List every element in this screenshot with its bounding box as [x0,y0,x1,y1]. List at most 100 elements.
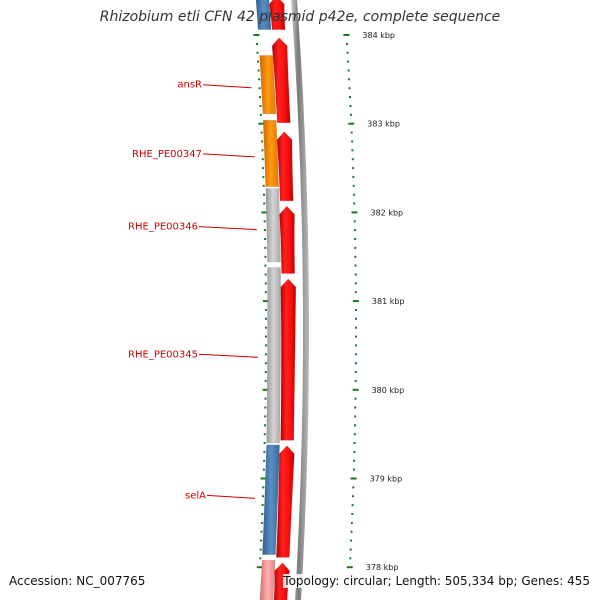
outer-minor-tick [352,175,355,178]
inner-minor-tick [261,504,264,507]
inner-minor-tick [261,513,264,515]
gene-label[interactable]: RHE_PE00346 [128,222,198,233]
outer-minor-tick [352,495,354,498]
reverse-gene-block[interactable] [262,444,280,555]
inner-minor-tick [257,60,260,63]
outer-minor-tick [355,344,357,347]
outer-minor-tick [354,362,357,365]
gene-label[interactable]: ansR [177,80,202,91]
outer-minor-tick [354,282,357,285]
outer-minor-tick [349,548,352,551]
inner-minor-tick [259,96,261,99]
inner-minor-tick [264,264,267,267]
outer-major-tick [350,477,357,480]
reverse-gene-block[interactable] [265,188,281,263]
gene-label[interactable]: RHE_PE00347 [132,149,202,160]
outer-minor-tick [350,539,353,542]
outer-minor-tick [354,264,357,267]
inner-major-tick [262,300,269,303]
inner-minor-tick [264,424,266,427]
forward-gene-arrow[interactable] [280,278,297,441]
tick-layer: 384 kbp 383 kbp 382 kbp 381 kbp 380 kbp 379 k… [253,31,405,572]
inner-minor-tick [265,326,267,329]
inner-minor-tick [259,548,262,551]
gene-label-leader [206,494,256,499]
outer-minor-tick [349,557,352,560]
inner-minor-tick [265,335,267,338]
forward-gene-arrow[interactable] [276,131,294,202]
inner-minor-tick [264,273,267,276]
inner-minor-tick [263,229,266,232]
inner-minor-tick [264,238,267,240]
inner-minor-tick [263,459,266,462]
gene-label-leader [198,226,257,231]
accession-text: Accession: NC_007765 [9,574,146,588]
backbone-layer [291,0,309,600]
label-layer: ansR RHE_PE00347 RHE_PE00346 RHE_PE00345sel… [128,80,258,501]
forward-gene-arrow[interactable] [279,205,295,274]
forward-gene-arrow[interactable] [271,37,291,123]
outer-minor-tick [355,309,357,311]
inner-minor-tick [263,193,265,196]
inner-minor-tick [265,309,267,311]
outer-minor-tick [355,326,357,329]
gene-label[interactable]: RHE_PE00345 [128,349,198,360]
inner-minor-tick [264,353,267,356]
outer-minor-tick [354,397,357,400]
inner-major-tick [260,477,267,480]
outer-minor-tick [352,468,355,471]
outer-minor-tick [351,504,354,507]
outer-minor-tick [354,291,357,294]
inner-minor-tick [263,202,266,205]
gene-label-leader [202,84,252,89]
inner-minor-tick [261,140,264,143]
inner-minor-tick [263,442,266,444]
outer-major-tick [348,122,355,125]
outer-minor-tick [350,131,353,134]
inner-minor-tick [263,450,266,453]
outer-minor-tick [353,450,356,453]
outer-minor-tick [352,184,355,187]
inner-minor-tick [257,69,260,72]
outer-minor-tick [353,442,356,444]
outer-minor-tick [355,317,357,320]
outer-minor-tick [355,335,357,338]
inner-minor-tick [262,175,265,178]
reverse-gene-block[interactable] [255,0,272,30]
inner-minor-tick [262,167,265,170]
reverse-gene-block[interactable] [259,55,277,115]
inner-minor-tick [262,495,264,498]
inner-minor-tick [264,255,267,258]
reverse-gene-block[interactable] [262,120,279,187]
outer-minor-tick [348,78,351,81]
inner-minor-tick [262,468,265,471]
inner-minor-tick [262,486,265,489]
inner-minor-tick [264,415,267,418]
gene-label[interactable]: selA [185,490,206,501]
inner-minor-tick [264,362,267,365]
outer-minor-tick [351,140,354,143]
outer-minor-tick [346,42,348,45]
outer-minor-tick [354,246,357,249]
reverse-gene-block[interactable] [259,559,276,600]
inner-minor-tick [259,557,262,560]
inner-major-tick [262,388,269,391]
inner-minor-tick [260,530,263,533]
scale-label-kbp: 384 kbp [362,31,395,40]
outer-minor-tick [354,424,356,427]
outer-minor-tick [353,459,356,462]
outer-minor-tick [349,105,352,107]
forward-gene-arrow[interactable] [269,0,286,30]
outer-minor-tick [353,202,356,205]
inner-minor-tick [258,87,261,90]
forward-gene-arrow[interactable] [276,445,295,558]
inner-minor-tick [259,105,262,107]
sequence-summary: Topology: circular; Length: 505,334 bp; … [283,574,590,588]
inner-minor-tick [264,246,267,249]
scale-label-kbp: 383 kbp [367,120,400,129]
inner-minor-tick [264,397,267,400]
reverse-gene-block[interactable] [266,267,281,444]
inner-minor-tick [256,42,258,45]
outer-minor-tick [347,69,350,72]
